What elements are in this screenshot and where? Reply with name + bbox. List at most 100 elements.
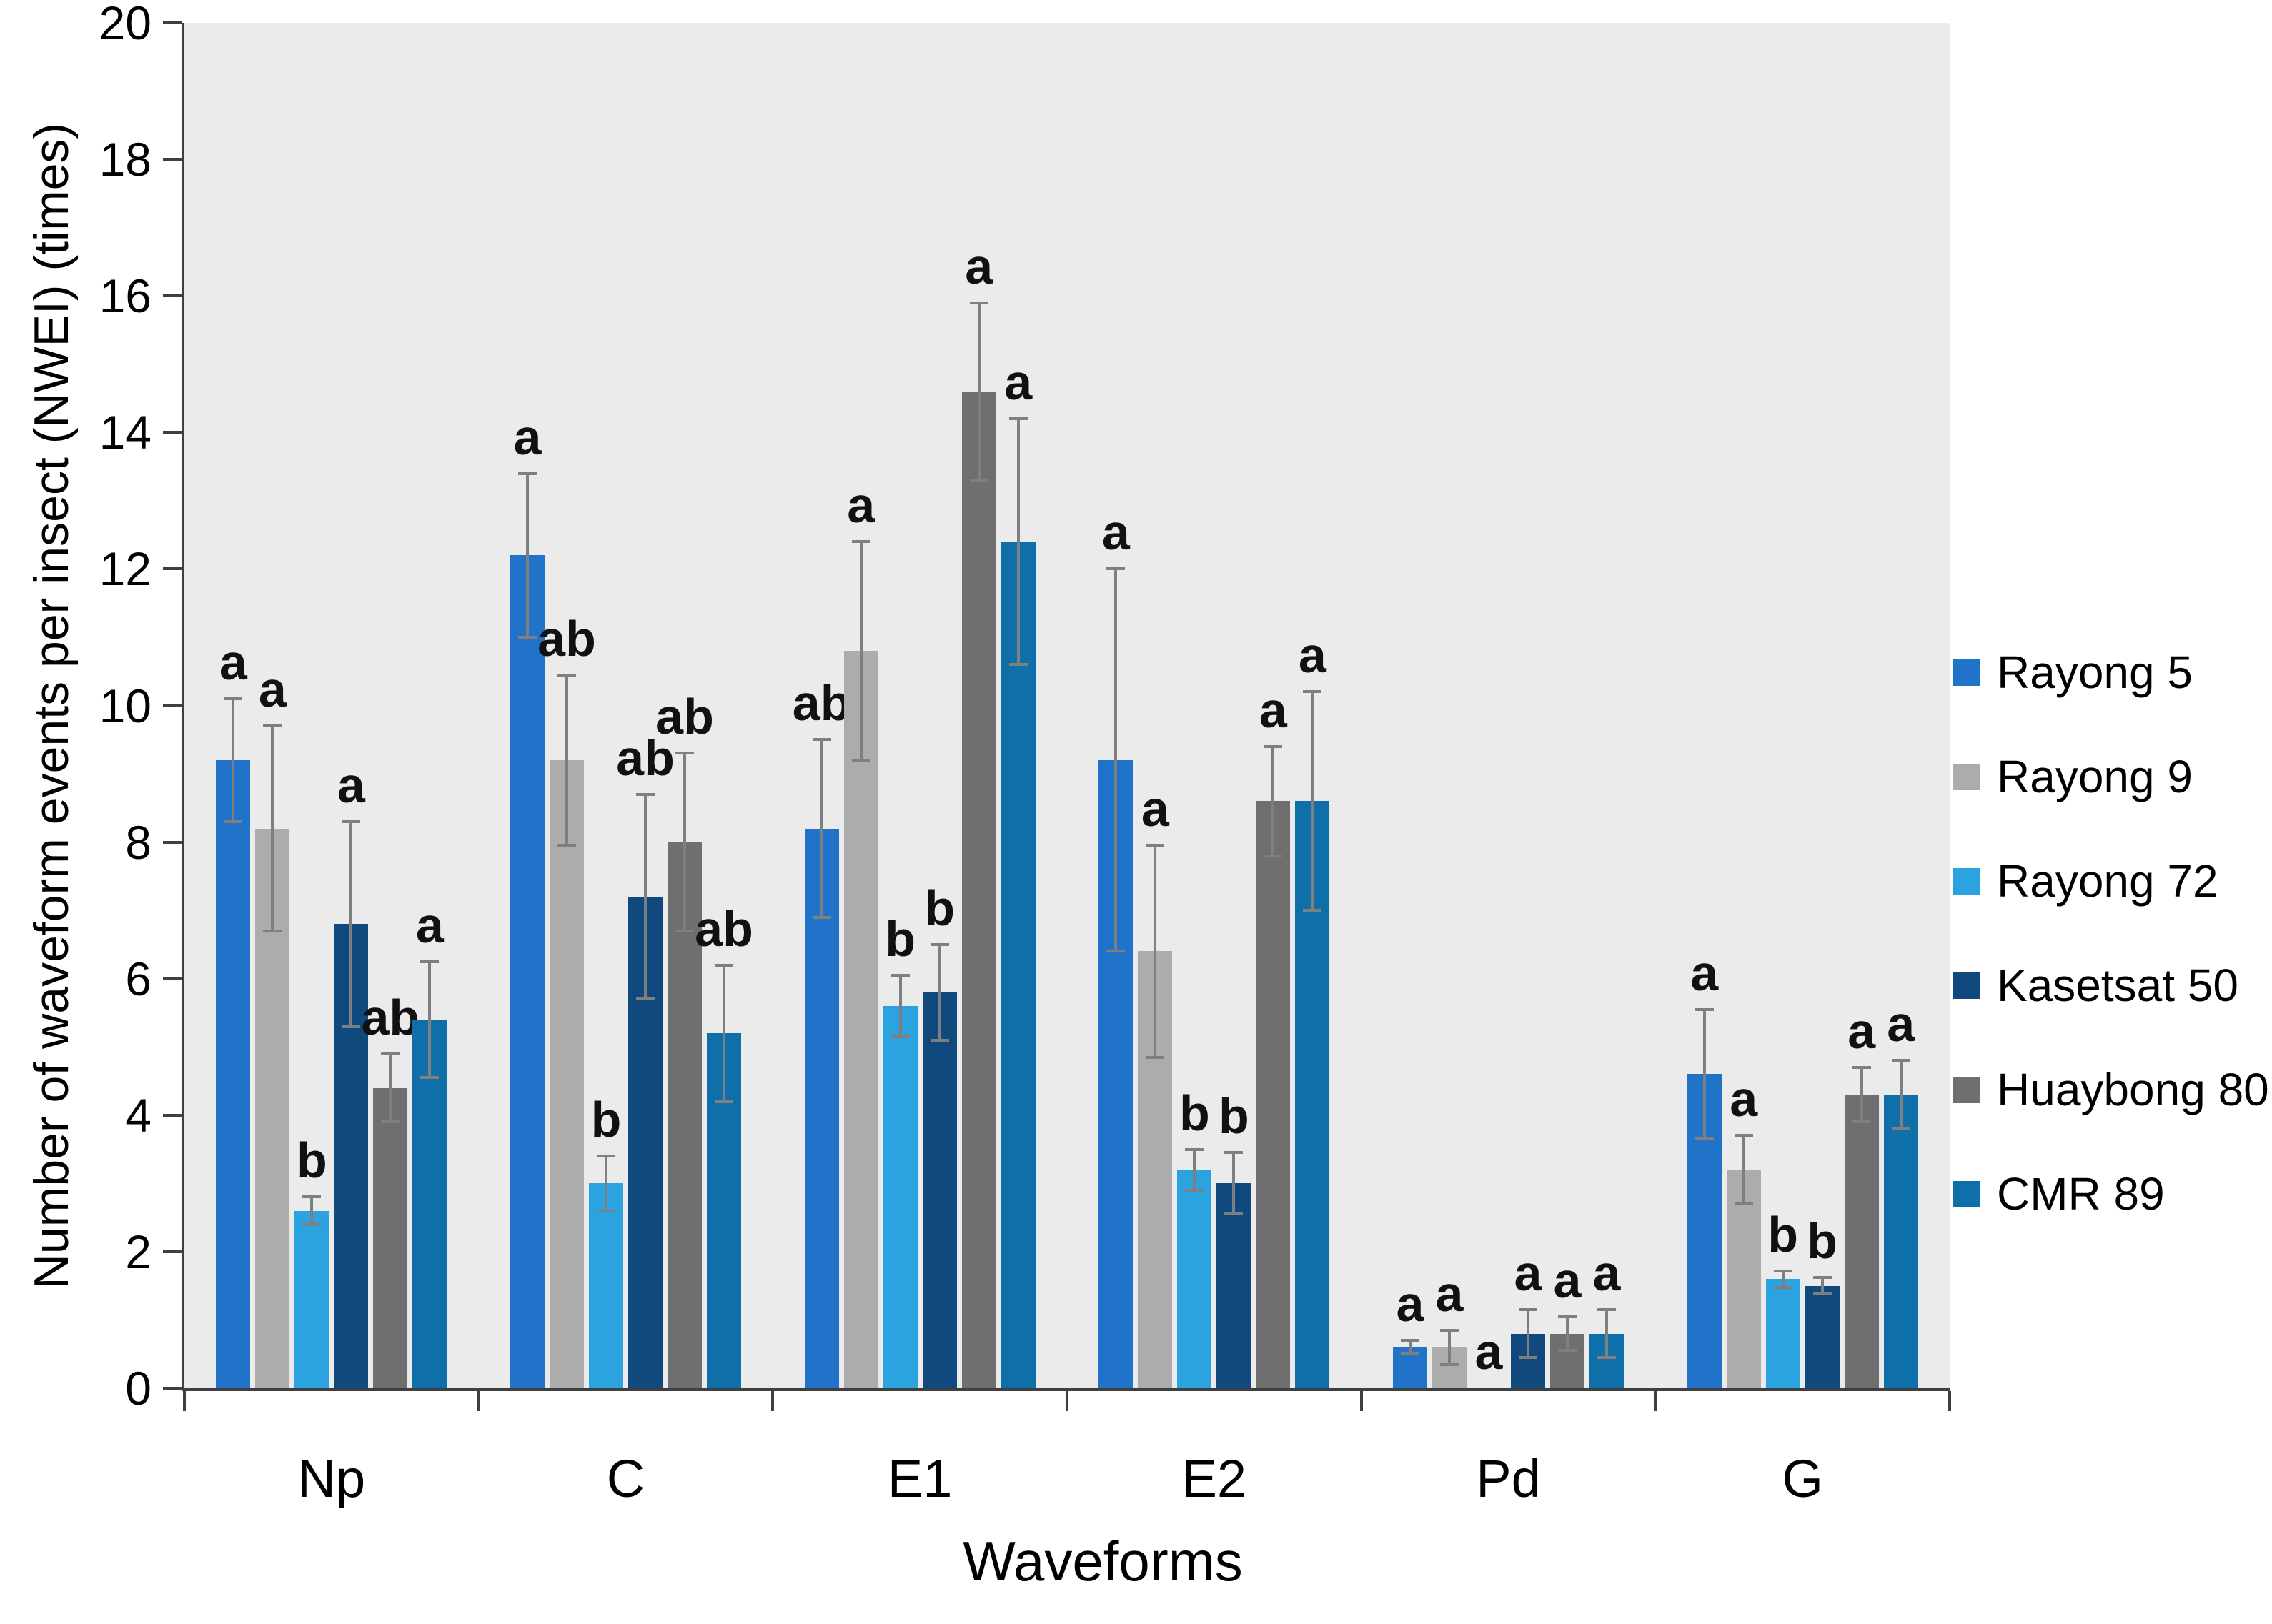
error-bar-c-cmr-89	[723, 965, 725, 1102]
error-bar-cap	[930, 942, 949, 946]
bar-c-rayong-72	[589, 1183, 623, 1388]
error-bar-cap	[342, 1025, 361, 1028]
error-bar-e1-kasetsat-50	[938, 944, 941, 1040]
legend-swatch-icon	[1953, 763, 1980, 790]
error-bar-cap	[518, 472, 537, 475]
x-tick-mark	[1359, 1391, 1363, 1411]
error-bar-cap	[1146, 1055, 1165, 1059]
y-tick-label: 0	[125, 1362, 152, 1415]
error-bar-cap	[1401, 1339, 1419, 1342]
error-bar-e2-huaybong-80	[1271, 746, 1275, 856]
bar-e2-huaybong-80	[1256, 801, 1291, 1388]
x-category-label-c: C	[606, 1449, 645, 1508]
y-tick-label: 16	[99, 269, 152, 323]
significance-letter-pd-cmr-89: a	[1592, 1245, 1621, 1302]
error-bar-cap	[1106, 950, 1126, 953]
bar-e1-rayong-5	[804, 828, 839, 1388]
error-bar-cap	[1891, 1127, 1910, 1130]
error-bar-g-rayong-72	[1781, 1270, 1785, 1287]
significance-letter-np-rayong-5: a	[219, 634, 247, 690]
significance-letter-e2-kasetsat-50: b	[1218, 1088, 1249, 1145]
y-tick-mark	[163, 1250, 182, 1253]
error-bar-pd-kasetsat-50	[1527, 1310, 1529, 1358]
error-bar-cap	[715, 963, 733, 967]
error-bar-g-cmr-89	[1899, 1060, 1903, 1129]
error-bar-cap	[420, 1076, 440, 1080]
significance-letter-pd-kasetsat-50: a	[1514, 1245, 1542, 1302]
error-bar-cap	[302, 1195, 322, 1199]
y-tick-label: 20	[99, 0, 152, 49]
error-bar-cap	[224, 820, 243, 823]
x-tick-mark	[771, 1391, 775, 1411]
y-axis-line	[182, 23, 184, 1391]
error-bar-cap	[1773, 1285, 1792, 1289]
significance-letter-e2-huaybong-80: a	[1259, 682, 1287, 738]
error-bar-cap	[1558, 1349, 1577, 1352]
legend-swatch-icon	[1953, 1076, 1980, 1103]
legend-item-huaybong-80: Huaybong 80	[1953, 1062, 2269, 1117]
error-bar-e2-cmr-89	[1311, 692, 1314, 911]
significance-letter-pd-rayong-5: a	[1396, 1276, 1424, 1332]
error-bar-cap	[1597, 1356, 1616, 1360]
significance-letter-e2-rayong-72: b	[1179, 1085, 1210, 1141]
x-tick-mark	[1066, 1391, 1068, 1411]
bar-g-huaybong-80	[1844, 1095, 1879, 1388]
significance-letter-np-rayong-72: b	[296, 1132, 327, 1189]
significance-letter-c-rayong-9: ab	[537, 610, 596, 667]
significance-letter-e1-huaybong-80: a	[965, 238, 993, 294]
y-tick-mark	[163, 977, 182, 980]
bar-np-rayong-72	[294, 1210, 329, 1388]
significance-letter-pd-rayong-9: a	[1435, 1265, 1464, 1322]
error-bar-cap	[1734, 1202, 1753, 1206]
x-axis-line	[182, 1388, 1950, 1391]
bar-e1-rayong-9	[843, 651, 878, 1388]
error-bar-c-rayong-9	[565, 674, 568, 846]
significance-letter-g-rayong-9: a	[1730, 1071, 1758, 1127]
error-bar-cap	[1303, 909, 1322, 912]
error-bar-cap	[1224, 1151, 1244, 1155]
error-bar-cap	[851, 758, 870, 762]
error-bar-np-cmr-89	[428, 961, 432, 1078]
significance-letter-np-kasetsat-50: a	[337, 757, 365, 813]
error-bar-e1-rayong-9	[859, 542, 863, 760]
error-bar-e1-rayong-5	[820, 739, 823, 917]
y-tick-mark	[163, 431, 182, 434]
error-bar-cap	[1264, 744, 1283, 748]
x-category-label-e2: E2	[1181, 1449, 1247, 1508]
legend-label: CMR 89	[1997, 1168, 2165, 1220]
error-bar-e1-huaybong-80	[977, 302, 981, 481]
legend-label: Rayong 72	[1997, 855, 2218, 907]
error-bar-np-kasetsat-50	[349, 821, 353, 1027]
significance-letter-g-rayong-5: a	[1690, 945, 1719, 1001]
error-bar-cap	[675, 929, 694, 932]
bar-g-rayong-72	[1765, 1279, 1800, 1388]
error-bar-cap	[224, 697, 243, 700]
error-bar-cap	[930, 1038, 949, 1042]
error-bar-cap	[1224, 1212, 1244, 1216]
error-bar-cap	[1519, 1308, 1537, 1312]
error-bar-cap	[1695, 1007, 1714, 1011]
error-bar-cap	[420, 960, 440, 963]
error-bar-cap	[1401, 1352, 1419, 1356]
error-bar-cap	[1519, 1356, 1537, 1360]
error-bar-cap	[812, 738, 831, 742]
error-bar-e2-rayong-9	[1154, 845, 1157, 1057]
legend-item-rayong-9: Rayong 9	[1953, 749, 2269, 804]
significance-letter-e1-cmr-89: a	[1004, 354, 1033, 411]
significance-letter-g-rayong-72: b	[1767, 1206, 1799, 1262]
error-bar-g-rayong-5	[1702, 1009, 1706, 1140]
error-bar-cap	[1812, 1292, 1832, 1296]
error-bar-np-huaybong-80	[389, 1053, 392, 1122]
error-bar-g-huaybong-80	[1860, 1067, 1863, 1122]
bar-c-huaybong-80	[668, 842, 702, 1388]
error-bar-cap	[1008, 663, 1028, 667]
y-tick-mark	[163, 1113, 182, 1117]
significance-letter-e1-rayong-72: b	[885, 910, 916, 967]
error-bar-cap	[1146, 844, 1165, 847]
x-tick-mark	[477, 1391, 480, 1411]
x-category-label-pd: Pd	[1476, 1449, 1541, 1508]
error-bar-cap	[1812, 1276, 1832, 1280]
y-tick-mark	[163, 1387, 182, 1390]
bar-c-rayong-5	[510, 555, 545, 1388]
